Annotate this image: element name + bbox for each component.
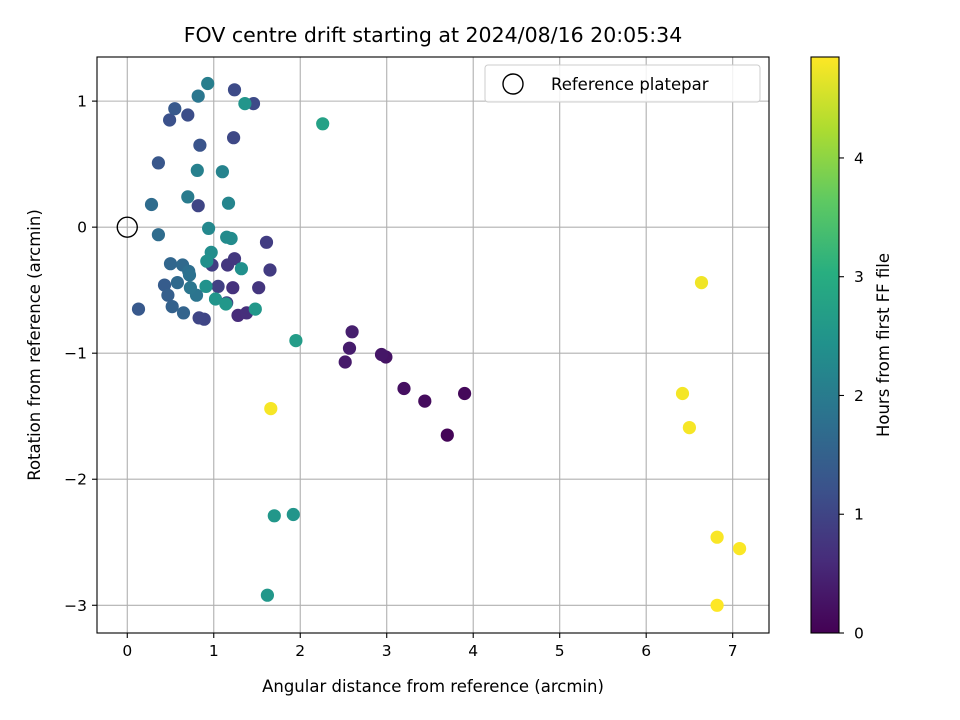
x-tick-label: 7 (728, 642, 738, 660)
x-tick-label: 2 (295, 642, 305, 660)
y-axis-ticks: −3 −2 −1 0 1 (64, 93, 97, 615)
data-point (202, 221, 216, 235)
x-tick-label: 5 (555, 642, 565, 660)
data-point (183, 281, 197, 295)
data-point (227, 131, 241, 145)
data-point (157, 278, 172, 292)
data-point (181, 190, 195, 204)
data-point (397, 381, 411, 396)
data-point (191, 89, 205, 103)
data-point (418, 394, 432, 408)
data-points (131, 76, 747, 612)
data-point (163, 257, 178, 271)
colorbar-tick-label: 4 (854, 149, 864, 167)
chart-title: FOV centre drift starting at 2024/08/16 … (184, 23, 683, 47)
data-point (131, 302, 146, 316)
data-point (440, 428, 454, 442)
data-point (161, 288, 175, 302)
x-axis-label: Angular distance from reference (arcmin) (262, 677, 604, 696)
data-point (345, 325, 359, 339)
data-point (151, 228, 165, 242)
data-point (208, 292, 223, 306)
x-axis-ticks: 0 1 2 3 4 5 6 7 (122, 633, 738, 660)
data-point (733, 542, 747, 556)
colorbar-tick-label: 1 (854, 506, 864, 524)
data-point (201, 76, 215, 91)
data-point (163, 113, 177, 127)
data-point (458, 386, 472, 401)
data-point (374, 347, 389, 362)
colorbar-tick-label: 3 (854, 268, 864, 286)
x-tick-label: 4 (468, 642, 478, 660)
data-point (316, 117, 330, 131)
data-point (193, 138, 207, 152)
colorbar: 0 1 2 3 4 Hours from first FF file (810, 56, 893, 643)
data-point (234, 262, 248, 276)
x-tick-label: 3 (382, 642, 392, 660)
y-tick-label: −2 (64, 471, 87, 489)
data-point (338, 355, 352, 369)
data-point (219, 297, 233, 311)
x-tick-label: 6 (641, 642, 651, 660)
data-point (260, 588, 274, 602)
data-point (181, 108, 195, 122)
data-point (165, 300, 179, 314)
data-point (264, 402, 278, 416)
data-point (263, 263, 277, 277)
data-point (226, 281, 240, 295)
legend-entry-reference: Reference platepar (551, 75, 709, 94)
data-point (710, 530, 724, 544)
data-point (192, 311, 206, 325)
colorbar-ticks: 0 1 2 3 4 (839, 149, 864, 643)
y-tick-label: 0 (77, 219, 87, 237)
data-point (176, 306, 191, 320)
data-point (182, 268, 197, 282)
data-point (227, 252, 242, 266)
x-tick-label: 0 (122, 642, 132, 660)
reference-platepar-marker (116, 216, 138, 238)
data-point (221, 196, 236, 210)
legend-reference-marker (502, 73, 524, 95)
data-point (259, 235, 274, 249)
plot-frame (96, 56, 770, 634)
data-point (710, 598, 724, 612)
data-point (252, 281, 266, 295)
data-point (682, 421, 697, 435)
colorbar-tick-label: 0 (854, 625, 864, 643)
reference-marker-layer (116, 216, 138, 238)
data-point (342, 341, 357, 355)
data-point (170, 276, 184, 290)
data-point (190, 163, 204, 177)
legend: Reference platepar (484, 64, 761, 103)
data-point (238, 97, 252, 111)
colorbar-label: Hours from first FF file (874, 253, 893, 437)
y-tick-label: 1 (77, 93, 87, 111)
data-point (289, 334, 303, 348)
y-tick-label: −3 (64, 597, 87, 615)
data-point (675, 386, 690, 401)
data-point (248, 302, 262, 316)
data-point (199, 279, 213, 293)
data-point (267, 509, 281, 523)
data-point (227, 83, 242, 97)
data-point (286, 507, 300, 522)
y-tick-label: −1 (64, 345, 87, 363)
data-point (694, 276, 709, 290)
data-point (144, 197, 159, 212)
legend-box (484, 64, 761, 103)
data-point (168, 102, 182, 116)
data-point (151, 156, 165, 170)
data-point (200, 254, 214, 268)
x-tick-label: 1 (209, 642, 219, 660)
data-point (215, 165, 229, 179)
data-point (224, 231, 238, 246)
y-axis-label: Rotation from reference (arcmin) (25, 209, 44, 481)
data-point (211, 279, 225, 293)
colorbar-gradient (810, 56, 840, 634)
data-point (191, 199, 205, 213)
colorbar-tick-label: 2 (854, 387, 864, 405)
